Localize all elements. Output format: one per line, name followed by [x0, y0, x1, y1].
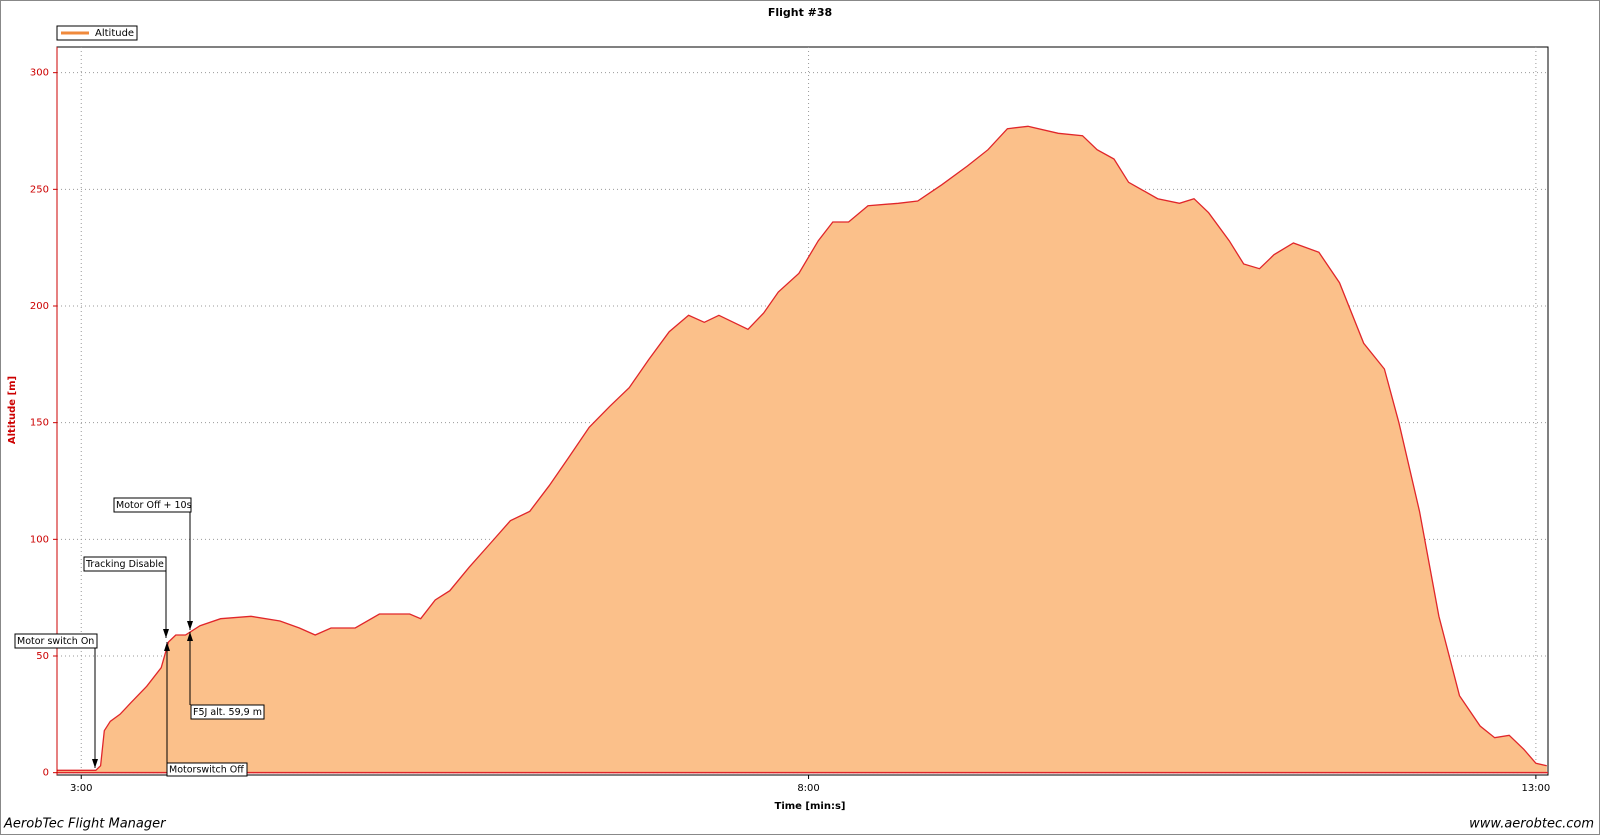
legend-label: Altitude — [95, 28, 134, 39]
annotation-box — [14, 633, 98, 649]
annotation-box — [113, 497, 192, 513]
annotation-label: F5J alt. 59,9 m — [193, 707, 262, 718]
x-tick-label: 8:00 — [797, 783, 819, 794]
y-tick-label: 300 — [30, 68, 49, 79]
footer-left: AerobTec Flight Manager — [3, 817, 167, 832]
area-fill — [57, 126, 1547, 773]
annotation-label: Motor switch On — [17, 636, 94, 647]
x-tick-label: 3:00 — [70, 783, 92, 794]
y-tick-label: 200 — [30, 301, 49, 312]
annotation-arrow — [163, 629, 169, 638]
area-line — [57, 125, 1547, 771]
y-tick-label: 250 — [30, 184, 49, 195]
annotation-label: Tracking Disable — [85, 559, 164, 570]
y-tick-label: 0 — [43, 768, 49, 779]
y-axis-label: Altitude [m] — [7, 376, 18, 444]
x-axis-label: Time [min:s] — [775, 801, 846, 812]
annotation-arrow — [164, 642, 170, 651]
y-tick-label: 100 — [30, 534, 49, 545]
y-tick-label: 150 — [30, 418, 49, 429]
annotation-box — [83, 556, 167, 572]
annotation-arrow — [187, 632, 193, 641]
legend-box — [56, 25, 138, 41]
y-tick-label: 50 — [36, 651, 49, 662]
footer-right: www.aerobtec.com — [1469, 817, 1594, 832]
annotation-arrow — [187, 621, 193, 630]
annotation-box — [166, 762, 248, 777]
annotation-arrow — [92, 759, 98, 768]
annotation-label: Motor Off + 10s — [116, 500, 192, 511]
annotation-box — [190, 704, 265, 720]
x-tick-label: 13:00 — [1521, 783, 1550, 794]
chart-title: Flight #38 — [768, 6, 832, 19]
annotation-label: Motorswitch Off — [169, 765, 244, 776]
